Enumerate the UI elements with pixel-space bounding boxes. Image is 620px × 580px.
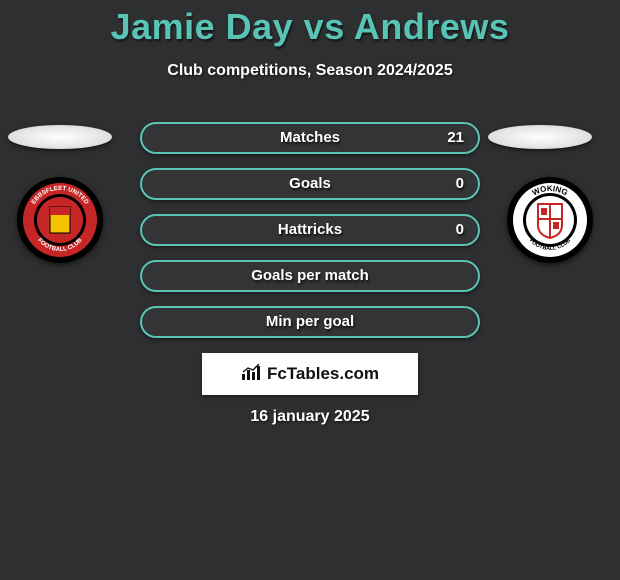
club-crest-left: EBBSFLEET UNITED FOOTBALL CLUB xyxy=(17,177,103,263)
player-right-portrait-placeholder xyxy=(488,125,592,149)
stat-right-value: 0 xyxy=(456,170,464,198)
stat-row-hattricks: Hattricks 0 xyxy=(140,214,480,246)
stat-row-goals: Goals 0 xyxy=(140,168,480,200)
stat-label: Min per goal xyxy=(142,308,478,336)
stat-right-value: 0 xyxy=(456,216,464,244)
stat-row-goals-per-match: Goals per match xyxy=(140,260,480,292)
stat-right-value: 21 xyxy=(447,124,464,152)
stats-list: Matches 21 Goals 0 Hattricks 0 Goals per… xyxy=(140,122,480,352)
page-subtitle: Club competitions, Season 2024/2025 xyxy=(0,62,620,80)
stat-label: Goals xyxy=(142,170,478,198)
brand-label: FcTables.com xyxy=(267,364,379,384)
bar-chart-icon xyxy=(241,363,263,386)
stat-label: Matches xyxy=(142,124,478,152)
player-left-portrait-placeholder xyxy=(8,125,112,149)
stat-label: Goals per match xyxy=(142,262,478,290)
stat-row-matches: Matches 21 xyxy=(140,122,480,154)
club-crest-right: WOKING FOOTBALL CLUB xyxy=(507,177,593,263)
stat-label: Hattricks xyxy=(142,216,478,244)
brand-card: FcTables.com xyxy=(202,353,418,395)
footer-date: 16 january 2025 xyxy=(0,408,620,426)
stat-row-min-per-goal: Min per goal xyxy=(140,306,480,338)
page-title: Jamie Day vs Andrews xyxy=(0,6,620,48)
